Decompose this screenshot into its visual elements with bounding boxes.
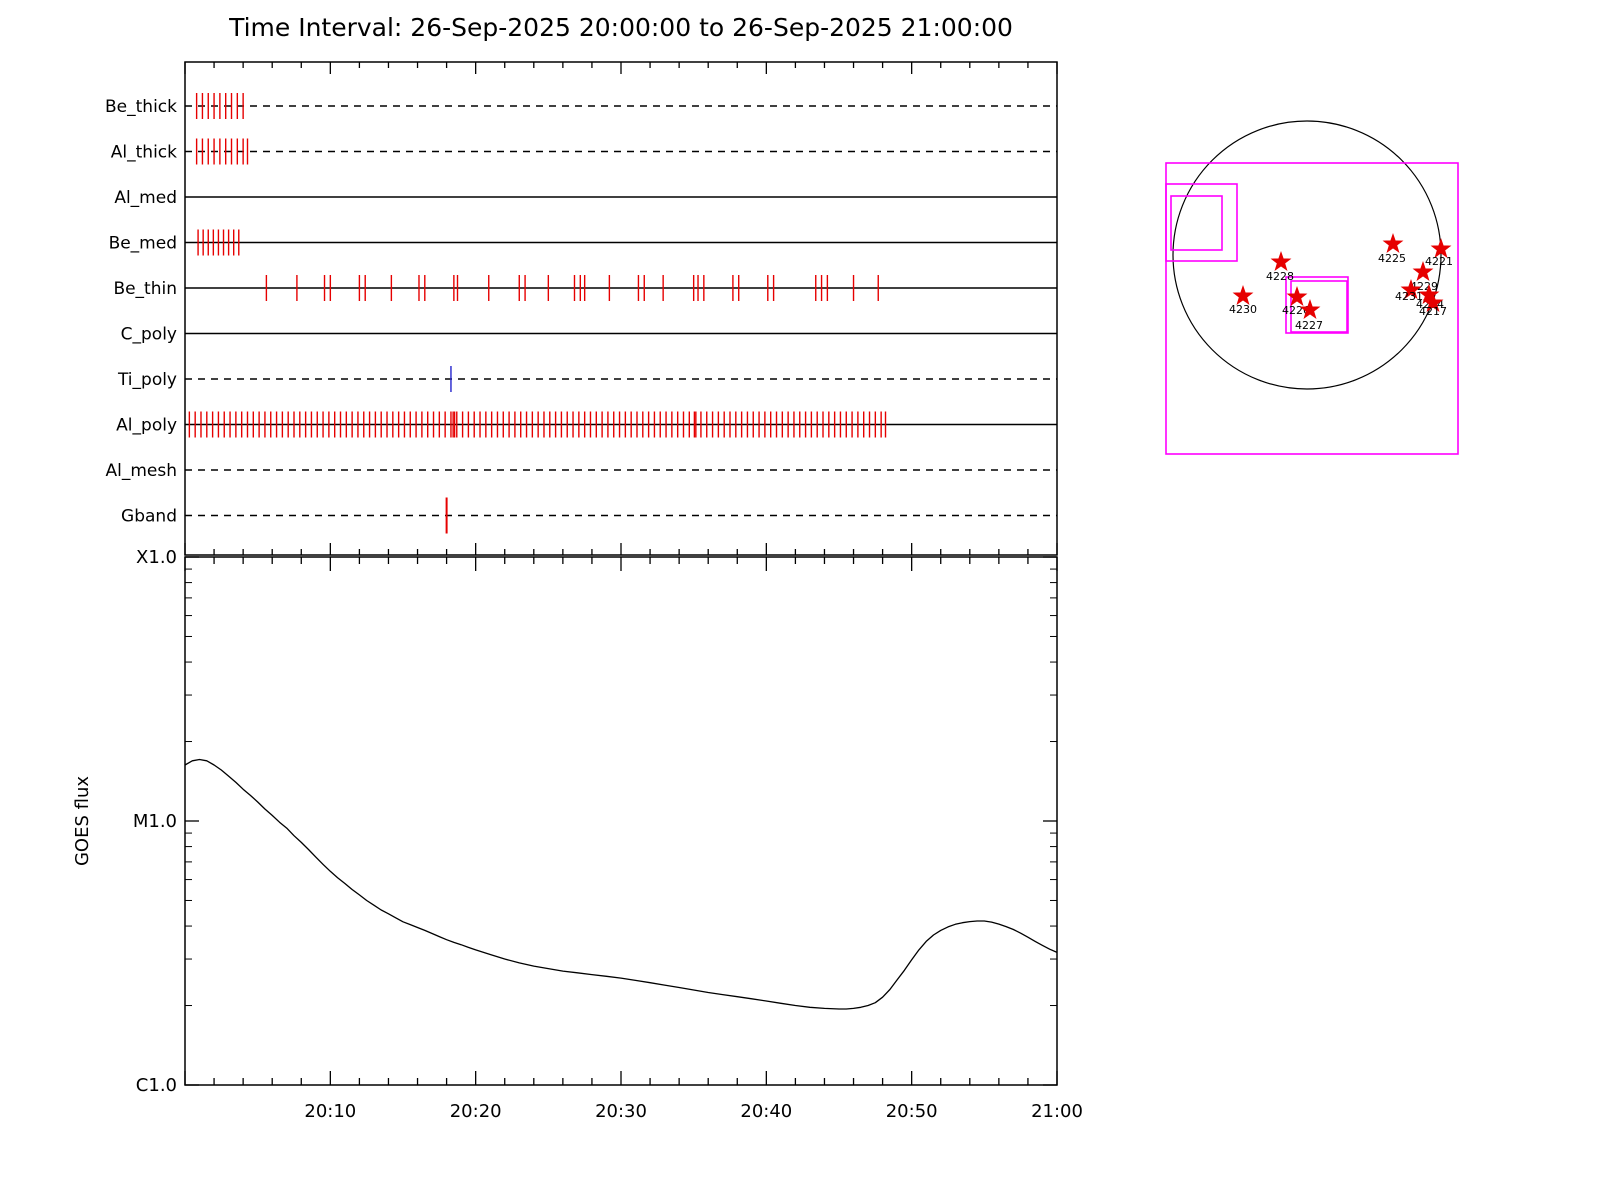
- active-region-label: 4231: [1395, 290, 1423, 303]
- goes-xtick-label: 20:20: [450, 1101, 502, 1122]
- goes-ylabel: GOES flux: [72, 776, 93, 866]
- channel-label-Be_med: Be_med: [109, 234, 177, 254]
- active-region-label: 4217: [1419, 305, 1447, 318]
- channel-row-Ti_poly: Ti_poly: [117, 366, 1057, 392]
- active-region-star: [1299, 298, 1321, 319]
- active-region-4228: 4228: [1266, 250, 1294, 283]
- channel-row-Al_poly: Al_poly: [116, 411, 1057, 438]
- goes-frame: [184, 556, 1058, 1086]
- solar-disk: [1172, 120, 1442, 390]
- channel-row-Be_thin: Be_thin: [113, 275, 1057, 301]
- goes-xtick-label: 20:40: [740, 1101, 792, 1122]
- channel-label-Al_mesh: Al_mesh: [105, 461, 177, 481]
- active-region-4217: 4217: [1419, 291, 1447, 318]
- chart-title: Time Interval: 26-Sep-2025 20:00:00 to 2…: [229, 13, 1013, 42]
- solar-map-panel: 4225422142284229423142244217423042264227: [1165, 120, 1459, 455]
- active-region-label: 4225: [1378, 252, 1406, 265]
- goes-panel: X1.0 M1.0 C1.0 20:10 20:20 20:30 20:40 20:50 21:…: [72, 547, 1083, 1122]
- goes-xtick-label: 20:30: [595, 1101, 647, 1122]
- fov-box: [1290, 280, 1348, 333]
- active-region-label: 4221: [1425, 255, 1453, 268]
- goes-ytick-label: M1.0: [133, 811, 177, 832]
- goes-flux-curve: [184, 758, 1058, 1010]
- active-region-star: [1270, 250, 1292, 271]
- active-region-star: [1382, 232, 1404, 253]
- channel-label-Al_poly: Al_poly: [116, 416, 177, 436]
- channel-row-Al_mesh: Al_mesh: [105, 461, 1057, 481]
- timeline-panel: Be_thick Al_thick Al_med Be_med Be_thin C_pol…: [105, 61, 1058, 556]
- channel-label-Al_thick: Al_thick: [111, 143, 177, 163]
- channel-label-Be_thin: Be_thin: [113, 279, 177, 299]
- channel-row-Be_med: Be_med: [109, 229, 1057, 256]
- active-region-star: [1412, 260, 1434, 281]
- fov-box: [1165, 162, 1459, 455]
- active-region-4225: 4225: [1378, 232, 1406, 265]
- goes-ytick-label: X1.0: [136, 547, 177, 568]
- channel-label-Al_med: Al_med: [114, 188, 177, 208]
- active-region-star: [1286, 285, 1308, 306]
- channel-row-Gband: Gband: [121, 497, 1057, 534]
- channel-row-C_poly: C_poly: [121, 325, 1057, 345]
- fov-box: [1170, 195, 1223, 251]
- active-region-4230: 4230: [1229, 284, 1257, 316]
- active-region-star: [1422, 291, 1444, 312]
- channel-label-Ti_poly: Ti_poly: [117, 370, 177, 390]
- channel-row-Be_thick: Be_thick: [105, 93, 1057, 119]
- goes-xtick-label: 20:50: [886, 1101, 938, 1122]
- goes-ytick-label: C1.0: [136, 1075, 177, 1096]
- active-region-label: 4230: [1229, 303, 1257, 316]
- goes-xtick-label: 20:10: [304, 1101, 356, 1122]
- active-region-star: [1418, 283, 1440, 304]
- channel-label-Be_thick: Be_thick: [105, 97, 177, 117]
- active-region-4221: 4221: [1425, 237, 1453, 268]
- active-region-label: 4228: [1266, 270, 1294, 283]
- fov-box: [1165, 183, 1238, 262]
- channel-row-Al_thick: Al_thick: [111, 138, 1057, 165]
- active-region-star: [1400, 278, 1422, 299]
- channel-row-Al_med: Al_med: [114, 188, 1057, 208]
- active-region-star: [1232, 284, 1254, 305]
- active-region-label: 4227: [1295, 319, 1323, 332]
- fov-box: [1285, 276, 1349, 334]
- timeline-frame: [184, 61, 1058, 556]
- active-region-star: [1430, 237, 1452, 258]
- channel-label-Gband: Gband: [121, 507, 177, 527]
- active-region-4227: 4227: [1295, 298, 1323, 332]
- channel-label-C_poly: C_poly: [121, 325, 177, 345]
- goes-xtick-label: 21:00: [1031, 1101, 1083, 1122]
- active-region-4231: 4231: [1395, 278, 1423, 303]
